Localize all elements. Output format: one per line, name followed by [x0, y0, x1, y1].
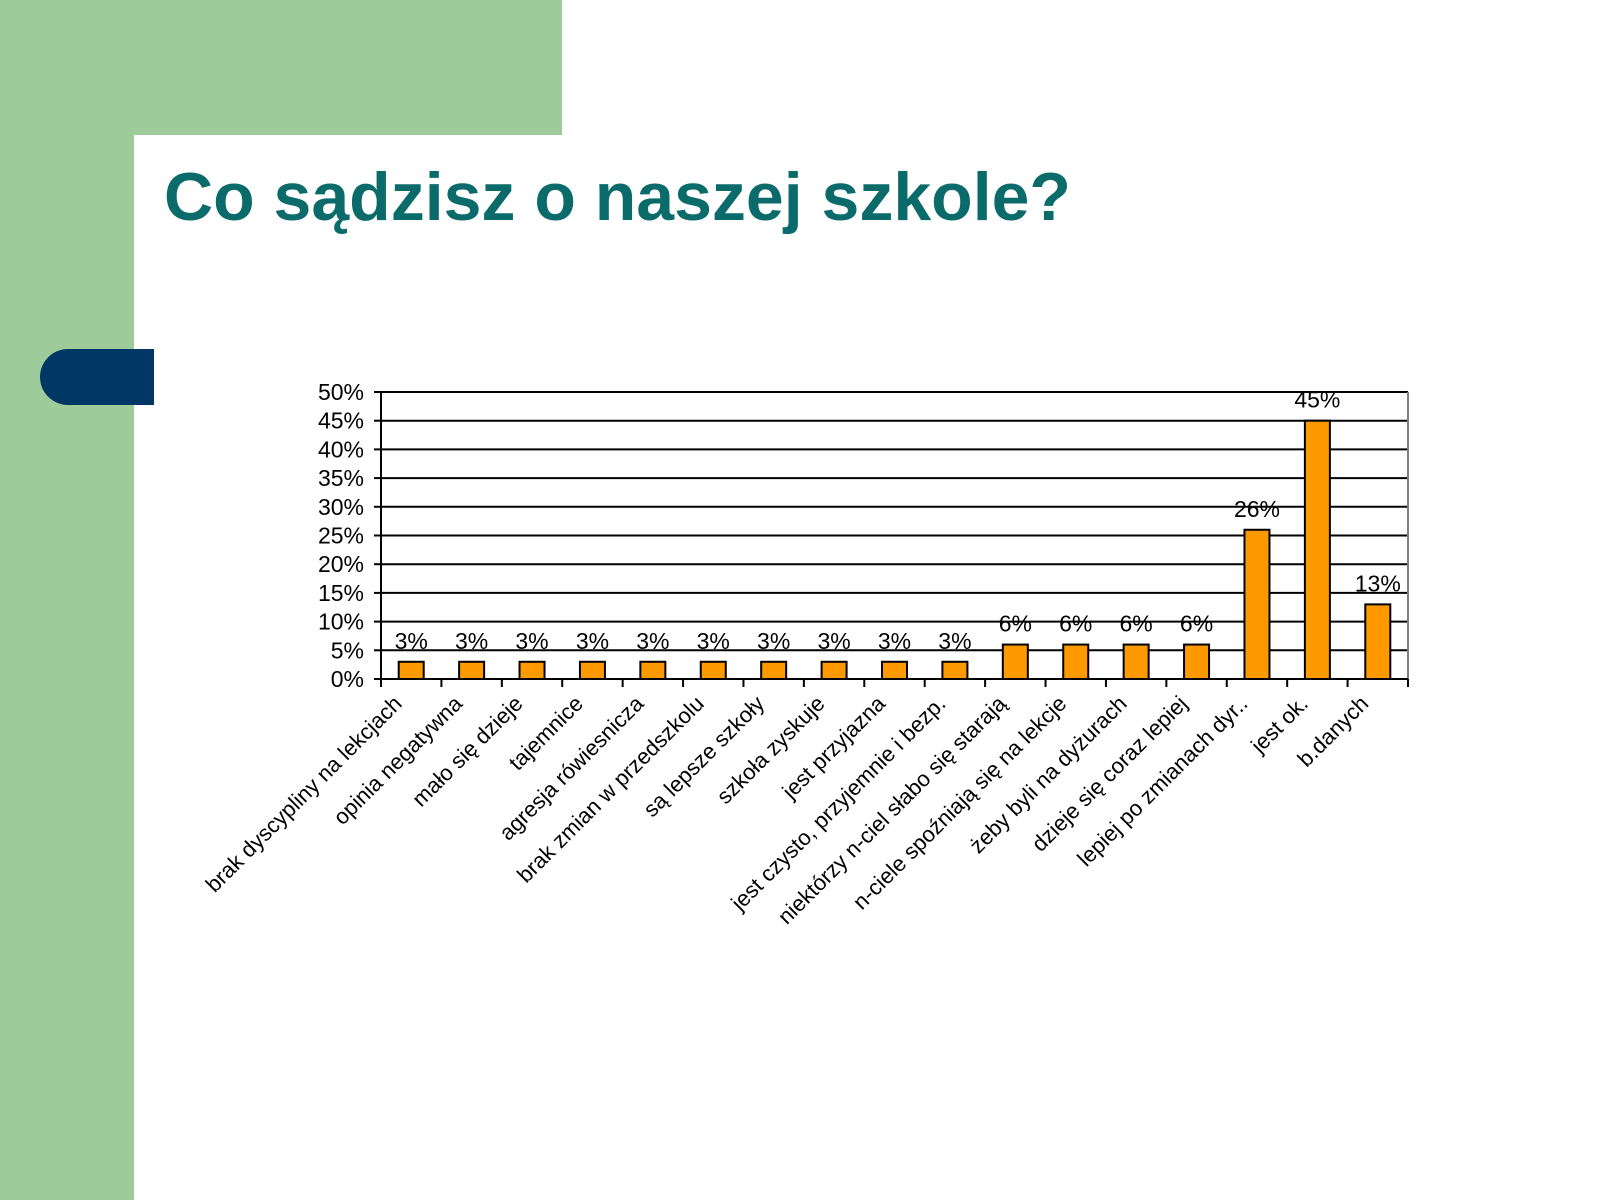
bar: [639, 660, 667, 681]
data-label: 3%: [455, 628, 488, 654]
bar: [578, 660, 606, 681]
data-label: 13%: [1355, 570, 1401, 596]
data-label: 6%: [1059, 611, 1092, 637]
y-tick-label: 50%: [318, 379, 364, 405]
data-label: 45%: [1294, 387, 1340, 413]
data-label: 6%: [1120, 611, 1153, 637]
content-panel: [134, 135, 1600, 1200]
data-label: 3%: [817, 628, 850, 654]
y-axis-ticks: 0% 5%10% 15% 20%25% 30% 35% 40%45% 50%: [318, 379, 381, 692]
y-tick-label: 5%: [331, 637, 364, 663]
bar: [1122, 643, 1150, 680]
y-tick-label: 0%: [331, 666, 364, 692]
bar: [1001, 643, 1029, 680]
bar: [518, 660, 546, 681]
bar: [1183, 643, 1211, 680]
bar: [941, 660, 969, 681]
y-tick-label: 25%: [318, 523, 364, 549]
bar: [1062, 643, 1090, 680]
data-label: 6%: [1180, 611, 1213, 637]
bar: [760, 660, 788, 681]
y-tick-label: 10%: [318, 609, 364, 635]
x-tick-label: jest przyjazna: [777, 690, 891, 804]
data-label: 3%: [938, 628, 971, 654]
data-label: 3%: [395, 628, 428, 654]
bar: [699, 660, 727, 681]
chart-data-labels: 3% 3% 3% 3% 3% 3% 3% 3% 3% 3% 6% 6% 6% 6% 26% 45% 13%: [395, 387, 1401, 654]
data-label: 3%: [515, 628, 548, 654]
data-label: 26%: [1234, 496, 1280, 522]
y-tick-label: 30%: [318, 494, 364, 520]
data-label: 3%: [576, 628, 609, 654]
accent-tab: [40, 349, 154, 405]
data-label: 3%: [697, 628, 730, 654]
slide-title: Co sądzisz o naszej szkole?: [164, 159, 1071, 235]
chart-axes: [380, 392, 1409, 687]
bar: [820, 660, 848, 681]
bar: [1303, 419, 1331, 680]
bar: [397, 660, 425, 681]
bar: [1243, 528, 1271, 681]
x-tick-label: szkoła zyskuje: [712, 691, 830, 809]
data-label: 3%: [636, 628, 669, 654]
background-green-sidebar: [0, 0, 134, 1200]
chart-gridlines: [381, 391, 1408, 652]
y-tick-label: 15%: [318, 580, 364, 606]
bar: [881, 660, 908, 681]
y-tick-label: 35%: [318, 465, 364, 491]
data-label: 6%: [999, 611, 1032, 637]
data-label: 3%: [757, 628, 790, 654]
bar: [1364, 603, 1392, 681]
y-tick-label: 20%: [318, 551, 364, 577]
y-tick-label: 40%: [318, 436, 364, 462]
y-tick-label: 45%: [318, 408, 364, 434]
data-label: 3%: [878, 628, 911, 654]
bar: [458, 660, 486, 681]
